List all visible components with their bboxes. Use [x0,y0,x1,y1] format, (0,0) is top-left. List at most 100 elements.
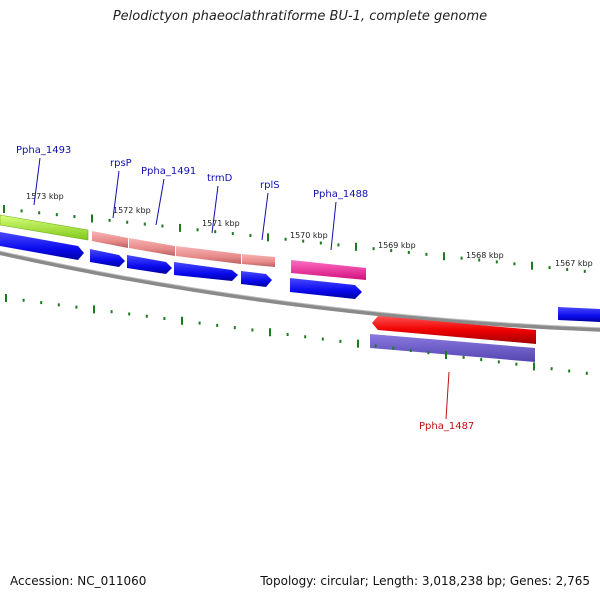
gene-ppha-1494-feature[interactable] [0,214,89,241]
scale-minor-tick [321,337,324,341]
scale-minor-tick [40,301,43,305]
gene-rpsp-feature[interactable] [92,231,128,248]
scale-minor-tick [337,243,340,247]
tick-label: 1567 kbp [555,259,593,268]
scale-minor-tick [161,224,164,228]
scale-minor-tick [57,303,60,307]
scale-minor-tick [372,247,375,251]
scale-minor-tick [216,323,219,327]
scale-minor-tick [339,339,342,343]
scale-major-tick [5,294,7,302]
scale-minor-tick [128,312,131,316]
scale-minor-tick [427,351,430,355]
gene-label-leader-line [445,371,450,420]
scale-minor-tick [460,256,463,260]
cds-arrow[interactable] [558,307,600,322]
cds-arrow[interactable] [0,232,84,260]
scale-minor-tick [145,314,148,318]
map-title: Pelodictyon phaeoclathratiforme BU-1, co… [112,9,488,24]
gene-ppha-1487-feature[interactable] [372,316,536,344]
scale-minor-tick [583,269,586,273]
gene-rpls-feature[interactable] [242,254,275,267]
gene-label[interactable]: rplS [260,180,280,191]
tick-label: 1571 kbp [202,219,240,228]
scale-minor-tick [143,222,146,226]
scale-minor-tick [513,262,516,266]
scale-minor-tick [20,209,23,213]
gene-label[interactable]: Ppha_1491 [141,166,196,177]
scale-minor-tick [302,239,305,243]
scale-minor-tick [409,348,412,352]
scale-minor-tick [304,335,307,339]
scale-minor-tick [374,344,377,348]
gene-label-leader-line [261,192,269,241]
gene-label-leader-line [211,185,219,234]
gene-label[interactable]: Ppha_1487 [419,421,474,432]
scale-minor-tick [462,355,465,359]
scale-major-tick [445,351,447,360]
scale-minor-tick [198,321,201,325]
gene-label[interactable]: trmD [207,173,233,184]
scale-minor-tick [233,326,236,330]
cds-arrow[interactable] [241,271,272,287]
gene-label-leader-line [33,157,41,206]
scale-minor-tick [478,258,481,262]
genome-backbone-highlight [0,250,600,329]
scale-major-tick [531,261,533,270]
scale-minor-tick [38,211,41,215]
scale-minor-tick [568,369,571,373]
tick-label: 1572 kbp [113,206,151,215]
gene-trmd-feature[interactable] [176,246,241,264]
scale-minor-tick [392,346,395,350]
scale-major-tick [267,233,269,242]
scale-major-tick [357,339,359,348]
scale-minor-tick [108,218,111,222]
cds-arrow[interactable] [127,255,172,274]
genome-summary-text: Topology: circular; Length: 3,018,238 bp… [260,574,590,588]
scale-minor-tick [249,233,252,237]
gene-label[interactable]: Ppha_1488 [313,189,368,200]
scale-minor-tick [284,237,287,241]
gene-ppha-1491-feature[interactable] [129,238,175,256]
scale-minor-tick [585,371,588,375]
scale-major-tick [91,214,93,223]
cds-arrow[interactable] [174,262,238,281]
scale-minor-tick [425,252,428,256]
scale-minor-tick [163,317,166,321]
scale-minor-tick [73,215,76,219]
gene-label[interactable]: rpsP [110,158,132,169]
scale-minor-tick [196,228,199,232]
cds-arrow[interactable] [90,249,125,267]
scale-minor-tick [126,220,129,224]
scale-minor-tick [75,305,78,309]
gene-label-leader-line [112,170,120,219]
tick-label: 1568 kbp [466,251,504,260]
cds-arrow[interactable] [290,278,362,299]
scale-minor-tick [566,267,569,271]
scale-major-tick [355,242,357,251]
gene-label-layer: Ppha_1493 rpsP Ppha_1491 trmD rplS Ppha_1488 P… [16,145,474,432]
scale-minor-tick [55,213,58,217]
scale-major-tick [93,305,95,314]
tick-label: 1573 kbp [26,192,64,201]
scale-minor-tick [480,358,483,362]
cds-reverse-feature[interactable] [370,334,535,362]
gene-ppha-1488-feature[interactable] [291,260,366,280]
scale-minor-tick [390,249,393,253]
scale-minor-tick [495,260,498,264]
scale-minor-tick [231,232,234,236]
scale-minor-tick [286,333,289,337]
accession-text: Accession: NC_011060 [10,574,147,588]
tick-layer: 1573 kbp 1572 kbp 1571 kbp 1570 kbp 1569 kbp… [3,192,593,375]
gene-label[interactable]: Ppha_1493 [16,145,71,156]
scale-major-tick [533,362,535,371]
scale-major-tick [269,328,271,337]
tick-label: 1569 kbp [378,241,416,250]
scale-minor-tick [319,241,322,245]
genome-backbone [0,251,600,332]
scale-minor-tick [22,298,25,302]
scale-major-tick [3,205,5,213]
scale-minor-tick [110,310,113,314]
scale-minor-tick [251,328,254,332]
